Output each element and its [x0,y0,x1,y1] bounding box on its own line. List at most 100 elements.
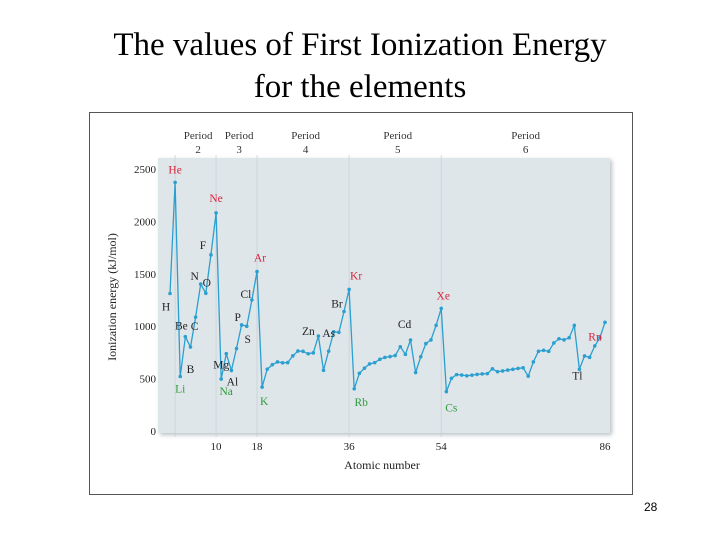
data-point [557,336,561,341]
element-label-ar: Ar [254,253,266,265]
data-point [244,324,249,328]
period-label: Period [291,130,320,142]
element-label-n: N [191,271,200,283]
data-point [209,253,213,257]
period-number: 4 [303,144,309,156]
data-point [178,374,183,379]
plot-area [158,158,610,433]
data-point [603,320,607,325]
data-point [449,376,454,381]
data-point [459,373,464,377]
data-point [418,354,423,359]
y-axis-label: Ionization energy (kJ/mol) [105,233,119,361]
data-point [490,367,495,371]
data-point [398,344,403,349]
y-tick-label: 1000 [134,321,157,333]
element-label-p: P [234,312,240,324]
data-point [326,349,331,353]
period-number: 3 [236,144,242,156]
element-label-ne: Ne [209,193,222,205]
data-point [495,369,500,374]
y-tick-label: 1500 [134,269,157,281]
data-point [582,354,587,358]
data-point [188,345,193,349]
x-tick-label: 36 [344,441,356,453]
element-label-kr: Kr [350,270,362,282]
data-point [552,341,556,345]
data-point [193,315,198,319]
data-point [239,323,244,327]
data-point [567,335,571,340]
data-point [541,348,546,353]
period-label: Period [184,130,213,142]
page-number: 28 [644,500,658,514]
data-point [505,368,510,372]
data-point [219,377,223,381]
data-point [270,362,275,367]
data-point [214,211,218,215]
y-tick-label: 0 [151,426,157,438]
data-point [598,335,602,340]
element-label-s: S [245,334,251,346]
data-point [454,372,459,377]
data-point [224,351,229,356]
element-label-li: Li [175,384,185,396]
data-point [521,366,525,370]
title-line-1: The values of First Ionization Energy [113,27,607,63]
element-label-as: As [322,328,335,340]
data-point [183,334,188,339]
data-point [255,269,259,274]
slide-title: The values of First Ionization Energy fo… [0,24,720,108]
data-point [531,360,536,364]
data-point [173,180,177,185]
period-label: Period [383,130,412,142]
data-point [383,355,387,360]
element-label-rn: Rn [588,331,602,343]
data-point [204,291,208,296]
data-point [434,323,438,328]
data-point [587,355,592,360]
data-point [357,371,362,376]
data-point [562,338,566,342]
element-label-b: B [187,364,195,376]
data-point [465,373,469,378]
data-point [511,367,515,372]
data-point [321,368,326,373]
element-label-be: Be [175,321,188,333]
element-label-al: Al [227,376,239,388]
data-point [444,389,449,394]
data-point [352,386,357,391]
data-point [234,346,239,351]
data-point [265,367,270,371]
data-point [367,362,372,366]
data-point [372,360,377,365]
x-tick-label: 18 [252,441,264,453]
data-point [260,385,264,389]
period-label: Period [511,130,540,142]
data-point [526,374,531,378]
element-label-zn: Zn [302,326,315,338]
data-point [480,372,484,376]
element-label-c: C [191,321,199,333]
element-label-k: K [260,396,269,408]
element-label-he: He [168,164,181,176]
data-point [388,354,392,359]
data-point [311,351,316,355]
element-label-o: O [203,277,211,289]
data-point [475,372,479,377]
data-point [198,282,203,286]
element-label-tl: Tl [572,370,582,382]
data-point [301,349,305,354]
data-point [403,352,408,357]
data-point [331,329,336,334]
element-label-mg: Mg [213,360,229,372]
data-point [250,298,254,302]
y-tick-label: 2000 [134,216,157,228]
data-point [378,357,382,362]
data-point [546,349,551,354]
element-label-cs: Cs [445,403,458,415]
period-number: 6 [523,144,529,156]
data-point [500,369,505,373]
data-point [429,338,433,342]
element-label-rb: Rb [355,397,369,409]
